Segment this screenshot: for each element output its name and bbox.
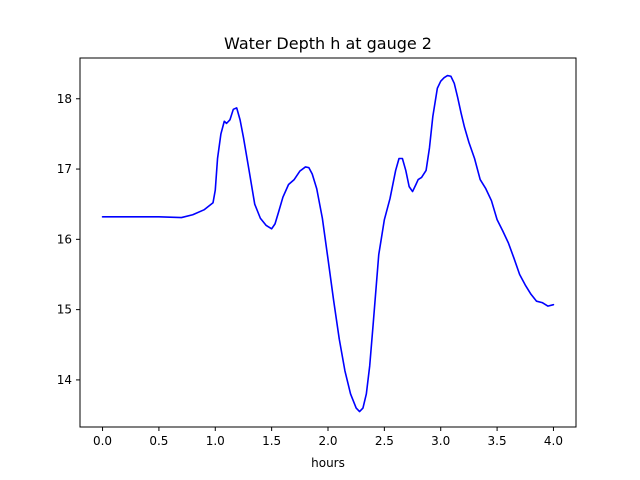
y-axis: 14 15 16 17 18 [57,92,80,387]
x-tick-label: 0.0 [93,434,112,448]
y-tick-label: 14 [57,373,72,387]
x-tick-label: 0.5 [149,434,168,448]
x-tick-label: 1.5 [262,434,281,448]
x-tick-label: 2.0 [318,434,337,448]
x-tick-label: 3.5 [488,434,507,448]
y-tick-label: 16 [57,232,72,246]
y-tick-label: 17 [57,162,72,176]
x-tick-label: 2.5 [375,434,394,448]
y-tick-label: 15 [57,303,72,317]
x-tick-label: 4.0 [544,434,563,448]
x-tick-label: 3.0 [431,434,450,448]
series-line-0 [101,74,555,413]
plot-frame [79,57,577,428]
chart-title: Water Depth h at gauge 2 [224,34,432,53]
x-axis: 0.0 0.5 1.0 1.5 2.0 2.5 3.0 3.5 4.0 [93,427,563,448]
x-tick-label: 1.0 [206,434,225,448]
plot-area [101,74,555,413]
y-tick-label: 18 [57,92,72,106]
x-axis-label: hours [311,456,345,470]
